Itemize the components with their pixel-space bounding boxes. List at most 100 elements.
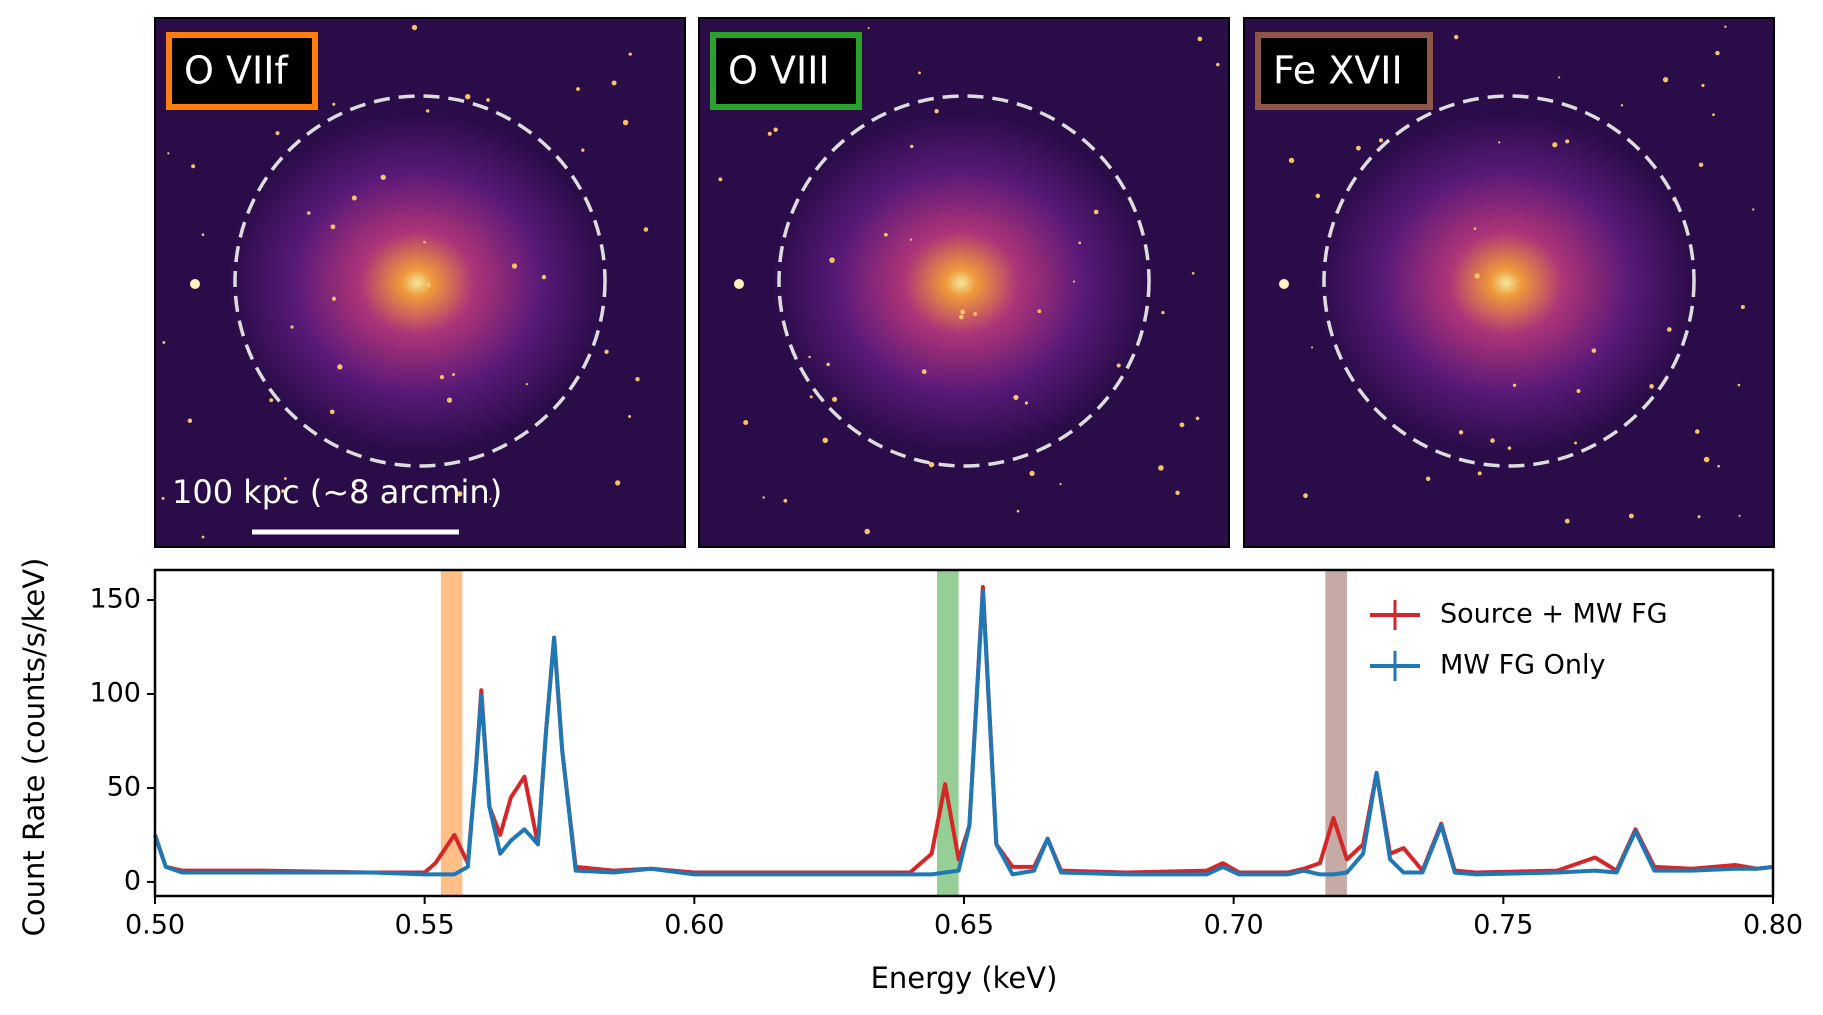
star xyxy=(1697,515,1701,519)
star xyxy=(439,375,445,380)
star xyxy=(581,148,585,152)
star xyxy=(1703,456,1710,463)
x-axis-label: Energy (keV) xyxy=(871,961,1058,995)
star xyxy=(822,437,829,444)
star xyxy=(829,257,835,263)
star xyxy=(331,296,337,301)
y-tick-label: 150 xyxy=(89,584,141,615)
star xyxy=(1216,62,1220,67)
star xyxy=(162,341,166,344)
y-tick-label: 0 xyxy=(124,865,141,896)
legend-label: Source + MW FG xyxy=(1440,599,1668,630)
star xyxy=(1558,76,1561,79)
star xyxy=(628,52,632,56)
star xyxy=(283,477,287,480)
star xyxy=(959,314,964,320)
star xyxy=(1175,490,1180,496)
star xyxy=(1355,145,1361,151)
star xyxy=(1425,476,1431,482)
star xyxy=(1191,271,1195,275)
star xyxy=(330,224,336,230)
star xyxy=(1477,471,1482,476)
y-tick-label: 50 xyxy=(107,771,141,802)
star xyxy=(1474,273,1480,279)
star xyxy=(1698,162,1704,168)
star xyxy=(831,396,838,402)
star xyxy=(934,109,939,114)
star xyxy=(867,27,870,30)
star xyxy=(307,211,311,215)
star xyxy=(909,144,914,149)
x-tick-label: 0.70 xyxy=(1204,910,1264,941)
star xyxy=(281,489,285,493)
line-band xyxy=(1325,570,1347,896)
star xyxy=(643,227,649,232)
star xyxy=(351,195,357,201)
star xyxy=(809,395,813,399)
aperture xyxy=(233,94,607,468)
star xyxy=(332,102,336,106)
panel-label: O VIIf xyxy=(184,49,289,93)
star xyxy=(1574,441,1577,445)
x-tick-label: 0.80 xyxy=(1743,910,1803,941)
star xyxy=(1059,483,1062,486)
star xyxy=(1737,383,1741,387)
star xyxy=(1029,470,1035,477)
star xyxy=(191,164,196,169)
star xyxy=(457,491,463,497)
y-axis-label: Count Rate (counts/s/keV) xyxy=(17,558,51,937)
star xyxy=(973,312,978,316)
spectrum-line xyxy=(153,584,1774,875)
star xyxy=(353,483,357,486)
star xyxy=(1197,36,1203,42)
label-box xyxy=(166,32,318,110)
point-source xyxy=(190,279,200,289)
star xyxy=(1576,389,1581,393)
panel-label: Fe XVII xyxy=(1273,49,1403,93)
star xyxy=(1195,416,1200,421)
label-box xyxy=(1255,32,1433,110)
aperture xyxy=(777,94,1151,468)
star xyxy=(773,127,778,132)
star xyxy=(1701,83,1705,88)
star xyxy=(918,71,921,75)
star xyxy=(1072,280,1076,283)
x-tick-label: 0.65 xyxy=(934,910,994,941)
star xyxy=(960,309,966,315)
star xyxy=(628,414,632,418)
star xyxy=(1694,429,1700,434)
star xyxy=(452,373,456,376)
star xyxy=(1378,138,1384,143)
star xyxy=(635,377,640,382)
star xyxy=(615,480,621,486)
star xyxy=(1591,348,1597,353)
star xyxy=(411,24,418,31)
star xyxy=(622,119,629,126)
star xyxy=(201,535,205,539)
emission-glow xyxy=(771,113,1151,453)
star xyxy=(1473,227,1477,231)
star xyxy=(1093,209,1099,215)
star xyxy=(423,240,426,244)
star xyxy=(1552,142,1558,148)
star xyxy=(1717,464,1720,468)
star xyxy=(426,282,431,288)
star xyxy=(883,232,888,237)
star xyxy=(489,498,492,501)
star xyxy=(928,461,935,468)
star xyxy=(167,152,170,155)
star xyxy=(576,87,580,91)
star xyxy=(1116,363,1121,368)
star xyxy=(762,496,765,499)
emission-glow xyxy=(227,113,607,453)
star xyxy=(611,80,617,86)
star xyxy=(1752,208,1755,211)
star xyxy=(275,131,280,136)
star xyxy=(1565,139,1570,144)
star xyxy=(1724,25,1727,28)
star xyxy=(329,409,335,415)
point-source xyxy=(1279,279,1289,289)
star xyxy=(425,109,430,113)
point-source xyxy=(734,279,744,289)
